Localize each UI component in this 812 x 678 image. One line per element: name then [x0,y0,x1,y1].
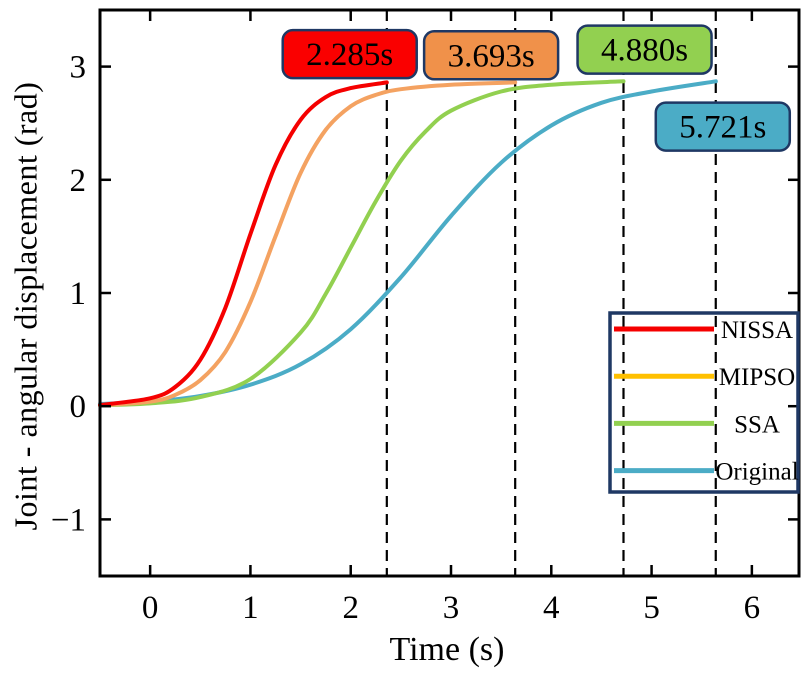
time-annotation-label: 5.721s [679,110,766,146]
legend-label-nissa: NISSA [721,317,793,344]
legend-label-ssa: SSA [734,411,780,438]
time-annotation-2: 3.693s [422,30,560,81]
time-annotation-box [281,28,418,80]
curve-nissa [98,80,389,408]
legend-border [608,311,800,494]
x-axis-label: Time (s) [389,631,505,668]
time-annotation-4: 5.721s [654,101,792,152]
legend-label-mipso: MIPSO [719,364,795,391]
y-tick-label: 3 [70,50,87,86]
x-tick-label: 5 [643,590,660,626]
curve-mipso [98,80,518,408]
time-annotation-3: 4.880s [576,24,713,75]
time-annotation-label: 4.880s [601,33,688,69]
time-annotation-label: 3.693s [448,38,535,74]
y-tick-label: 0 [70,389,87,425]
x-tick-label: 3 [443,590,460,626]
legend: NISSA MIPSO SSA Original [608,311,800,494]
legend-label-original: Original [715,459,798,486]
x-tick-label: 4 [543,590,560,626]
y-tick-label: −1 [51,502,86,538]
time-annotation-box [576,24,713,75]
x-tick-label: 6 [744,590,761,626]
time-annotation-1: 2.285s [281,28,418,80]
y-axis-label: Joint - angular displacement (rad) [7,81,44,531]
x-tick-label: 2 [342,590,359,626]
x-tick-label: 0 [142,590,159,626]
time-annotation-label: 2.285s [306,37,393,73]
y-tick-label: 1 [70,276,87,312]
curve-ssa [98,79,626,408]
x-tick-label: 1 [242,590,259,626]
y-tick-label: 2 [70,163,87,199]
time-annotation-box [654,101,792,152]
time-annotation-box [422,30,560,81]
